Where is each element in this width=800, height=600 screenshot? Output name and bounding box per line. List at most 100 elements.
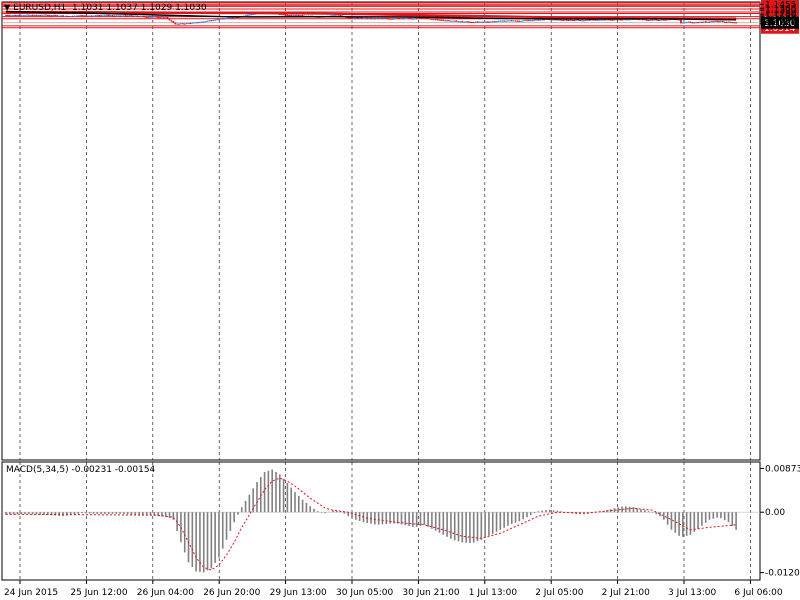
candle-body — [410, 18, 412, 20]
macd-histogram-bar — [244, 500, 247, 513]
price-axis: 1.14551.13651.13201.12301.11851.11401.10… — [760, 0, 800, 579]
candle-body — [404, 18, 407, 20]
candle-body — [721, 21, 724, 23]
macd-histogram-bar — [427, 512, 429, 527]
x-tick-label: 1 Jul 13:00 — [469, 588, 518, 598]
candle-body — [537, 19, 540, 21]
candle-body — [482, 21, 485, 23]
candle-body — [372, 18, 374, 20]
macd-histogram-bar — [149, 512, 152, 516]
macd-histogram-bar — [663, 512, 665, 520]
candle-body — [432, 19, 435, 21]
macd-histogram-bar — [727, 512, 730, 523]
candle-body — [41, 14, 44, 16]
candle-body — [189, 23, 192, 25]
candle-body — [469, 21, 471, 23]
macd-histogram-bar — [172, 512, 175, 520]
candle-body — [508, 20, 511, 22]
macd-signal-line — [5, 477, 737, 571]
candle-body — [337, 14, 340, 16]
candle-body — [489, 21, 492, 23]
macd-histogram-bar — [537, 511, 540, 513]
macd-histogram-bar — [628, 506, 631, 513]
macd-histogram-bar — [396, 512, 399, 524]
chart-frame — [1, 1, 761, 581]
macd-histogram-bar — [655, 512, 658, 515]
candle-body — [71, 16, 74, 18]
candle-body — [362, 18, 365, 20]
moving-averages — [5, 10, 737, 21]
candle-body — [497, 20, 500, 22]
macd-histogram-bar — [355, 512, 357, 520]
candle-body — [122, 15, 125, 17]
macd-histogram-bar — [434, 512, 437, 531]
macd-histogram-bar — [689, 512, 692, 535]
candle-body — [512, 20, 515, 22]
candle-body — [581, 20, 583, 22]
candle-body — [181, 23, 184, 25]
candle-body — [295, 15, 298, 17]
candle-body — [111, 15, 114, 17]
candle-body — [604, 19, 606, 21]
candle-body — [710, 21, 713, 23]
candle-body — [645, 19, 648, 21]
candle-body — [29, 15, 32, 17]
candle-body — [121, 15, 123, 17]
candle-body — [394, 18, 397, 20]
macd-histogram-bar — [423, 512, 426, 525]
candle-body — [560, 19, 563, 21]
candle-body — [719, 21, 722, 23]
candle-body — [288, 15, 291, 17]
candle-body — [539, 19, 542, 21]
candle-body — [577, 19, 580, 21]
candle-body — [554, 19, 557, 21]
candle-body — [278, 13, 281, 15]
macd-histogram-bar — [720, 512, 722, 519]
candle-body — [446, 20, 449, 22]
macd-histogram-bar — [472, 512, 475, 543]
candle-body — [339, 15, 342, 17]
candle-body — [440, 19, 443, 21]
candle-body — [10, 15, 13, 17]
candle-body — [583, 20, 585, 22]
candle-body — [526, 20, 528, 22]
macd-histogram-bar — [697, 512, 699, 529]
candle-body — [406, 18, 409, 20]
macd-histogram-bar — [716, 512, 718, 518]
candle-body — [18, 15, 21, 17]
macd-histogram-bar — [636, 508, 639, 513]
candle-body — [681, 22, 684, 24]
macd-histogram-bar — [621, 506, 623, 513]
y-tick-label: 1.1230 — [765, 10, 797, 20]
macd-histogram-bar — [385, 512, 388, 525]
candle-body — [391, 18, 393, 20]
candle-body — [301, 15, 304, 17]
macd-histogram-bar — [73, 512, 76, 515]
dropdown-arrow-icon[interactable]: ▼ — [4, 3, 11, 12]
macd-histogram-bar — [507, 512, 509, 526]
candle-body — [379, 18, 382, 20]
candle-body — [609, 19, 612, 21]
candle-body — [219, 18, 222, 20]
candle-body — [157, 17, 160, 19]
candle-body — [735, 22, 737, 24]
macd-histogram-bar — [560, 511, 562, 513]
grid-lines — [19, 2, 751, 580]
candle-body — [282, 14, 285, 16]
macd-histogram-bar — [499, 512, 502, 530]
candle-body — [375, 18, 378, 20]
macd-histogram-bar — [533, 512, 536, 514]
candle-body — [349, 17, 352, 19]
macd-histogram-bar — [54, 512, 57, 516]
candle-body — [8, 15, 11, 17]
price-levels[interactable]: 1.14971.14651.14361.14101.13471.12781.12… — [2, 0, 799, 34]
candle-body — [164, 17, 167, 19]
macd-histogram-bar — [191, 512, 194, 567]
x-tick-label: 30 Jun 21:00 — [402, 588, 459, 598]
candle-body — [657, 19, 660, 21]
candle-body — [140, 16, 142, 18]
macd-histogram-bar — [9, 512, 11, 515]
candle-body — [387, 18, 390, 20]
macd-histogram-bar — [701, 512, 703, 526]
candle-body — [373, 18, 376, 20]
